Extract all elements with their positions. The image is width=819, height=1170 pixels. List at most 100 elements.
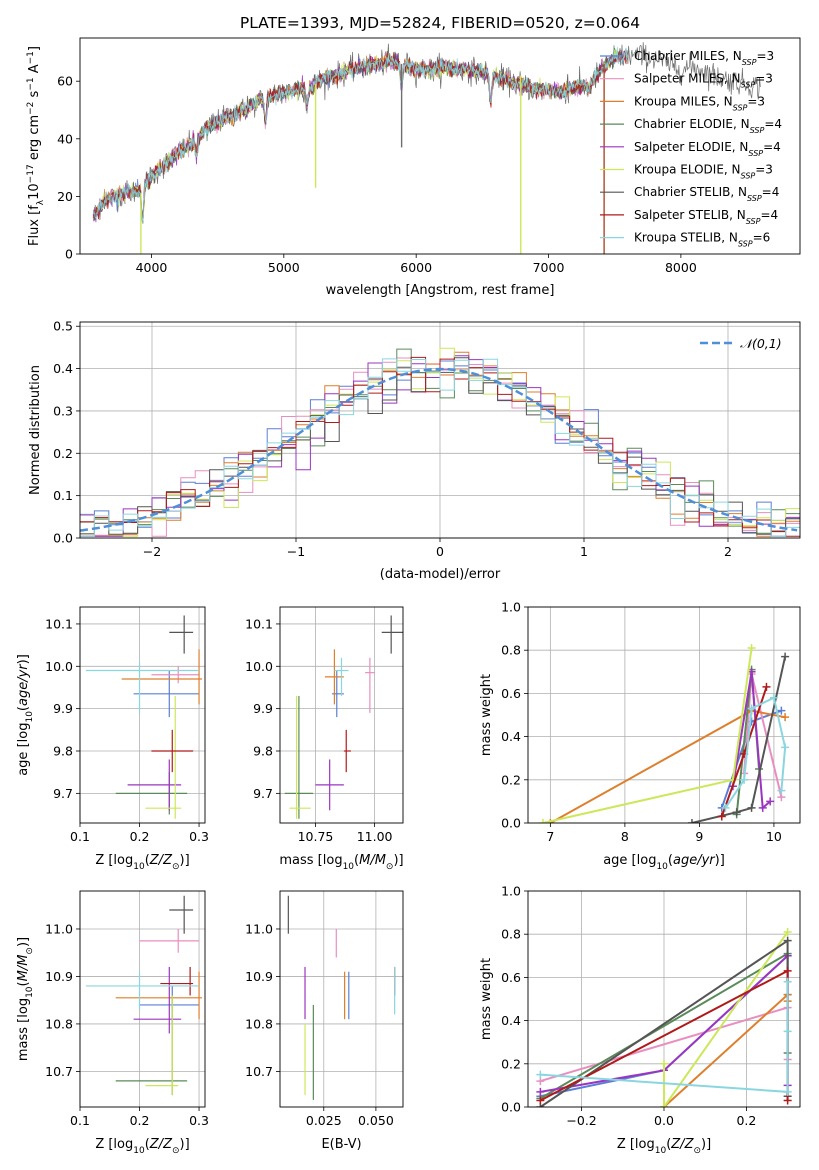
- x-tick-label: 8000: [665, 260, 697, 275]
- y-axis-label: mass [log10(M/M⊙)]: [16, 937, 35, 1061]
- y-tick-label: 0.0: [53, 531, 73, 546]
- x-axis-label: Z [log10(Z/Z⊙)]: [617, 1137, 711, 1156]
- axes-frame: [279, 606, 404, 824]
- y-tick-label: 0.0: [501, 1100, 521, 1115]
- y-tick-label: 10.0: [45, 659, 73, 674]
- legend-label-6: Chabrier STELIB, NSSP=4: [634, 185, 779, 203]
- weight-line-8: [540, 981, 789, 1093]
- weight-marker: [766, 797, 775, 806]
- errorbar-point-2: [115, 971, 203, 1020]
- y-tick-label: 11.0: [245, 921, 273, 936]
- legend-label-8: Kroupa STELIB, NSSP=6: [634, 231, 770, 249]
- model-spectrum-6: [92, 48, 629, 222]
- x-tick-label: 0: [436, 544, 444, 559]
- y-tick-label: 0: [65, 247, 73, 262]
- y-tick-label: 0.4: [501, 729, 521, 744]
- errorbar-point-6: [169, 895, 194, 934]
- axes-frame: [527, 890, 801, 1108]
- y-tick-label: 10.9: [245, 969, 273, 984]
- y-tick-label: 11.0: [45, 921, 73, 936]
- x-tick-label: −2: [143, 544, 161, 559]
- y-tick-label: 10.9: [45, 969, 73, 984]
- age-vs-mass-panel: 10.75 11.00 9.7 9.8 9.9 10.0 10.1 mass [log10(M…: [245, 606, 404, 872]
- errorbar-point-1: [365, 657, 375, 713]
- y-tick-label: 9.8: [53, 744, 73, 759]
- residual-histogram-8: [80, 358, 800, 537]
- weight-marker: [783, 936, 792, 945]
- model-spectrum-4: [92, 50, 629, 223]
- y-tick-label: 0.2: [501, 1056, 521, 1071]
- x-tick-label: 8: [621, 829, 629, 844]
- errorbar-point-4: [133, 966, 182, 1034]
- figure-title: PLATE=1393, MJD=52824, FIBERID=0520, z=0…: [240, 14, 640, 32]
- observed-spectrum: [92, 42, 761, 222]
- y-tick-label: 1.0: [501, 600, 521, 615]
- x-axis-label: Z [log10(Z/Z⊙)]: [95, 1137, 189, 1156]
- legend-label: 𝒩(0,1): [740, 336, 782, 351]
- y-tick-label: 10.0: [245, 659, 273, 674]
- y-tick-label: 40: [57, 131, 73, 146]
- errorbar-point-5: [145, 695, 182, 819]
- weight-marker: [660, 1059, 668, 1068]
- y-tick-label: 0.6: [501, 686, 521, 701]
- x-tick-label: 2: [724, 544, 732, 559]
- legend-label-4: Salpeter ELODIE, NSSP=4: [634, 140, 781, 158]
- axes-frame: [79, 321, 801, 539]
- legend: Chabrier MILES, NSSP=3 Salpeter MILES, NS…: [600, 49, 782, 248]
- weight-line-5: [542, 647, 753, 823]
- x-tick-label: 0.050: [358, 1113, 394, 1128]
- y-tick-label: 9.8: [253, 744, 273, 759]
- y-tick-label: 10.1: [45, 616, 73, 631]
- legend-label-7: Salpeter STELIB, NSSP=4: [634, 208, 778, 226]
- weight-line-5: [663, 931, 789, 1107]
- weight-marker: [781, 652, 790, 661]
- normal-reference-curve: [80, 367, 798, 532]
- y-tick-label: 10.1: [245, 616, 273, 631]
- x-tick-label: −1: [287, 544, 305, 559]
- age-vs-metallicity-panel: 0.1 0.2 0.3 9.7 9.8 9.9 10.0 10.1 Z [log10(Z/Z⊙)…: [16, 606, 209, 872]
- x-axis-label: Z [log10(Z/Z⊙)]: [95, 853, 189, 872]
- errorbar-point-2: [121, 649, 203, 705]
- y-tick-label: 10.8: [245, 1016, 273, 1031]
- errorbar-point-3: [284, 695, 314, 819]
- x-tick-label: 0.2: [130, 829, 150, 844]
- y-tick-label: 10.7: [45, 1064, 73, 1079]
- y-axis-label: Normed distribution: [28, 365, 43, 495]
- y-tick-label: 0.3: [53, 403, 73, 418]
- x-axis-label: age [log10(age/yr)]: [603, 853, 725, 872]
- y-tick-label: 0.2: [501, 772, 521, 787]
- x-axis-label: mass [log10(M/M⊙)]: [279, 853, 403, 872]
- x-tick-label: 0.2: [736, 1113, 756, 1128]
- weight-marker: [783, 928, 792, 937]
- x-axis-label: E(B-V): [321, 1137, 361, 1152]
- weight-marker: [660, 1103, 668, 1107]
- y-axis-label: mass weight: [479, 674, 494, 756]
- legend-label-2: Kroupa MILES, NSSP=3: [634, 94, 765, 112]
- model-spectrum-2: [93, 51, 628, 220]
- model-spectrum-7: [92, 50, 629, 220]
- weight-marker: [783, 977, 792, 986]
- errorbar-point-3: [115, 995, 188, 1096]
- weight-marker: [777, 786, 786, 795]
- weight-marker: [777, 706, 786, 715]
- y-tick-label: 9.7: [253, 786, 273, 801]
- weight-line-6: [691, 656, 787, 823]
- weight-marker: [536, 1096, 545, 1105]
- y-axis-label: Flux [fλ10−17 erg cm−2 s−1 A−1]: [26, 46, 46, 246]
- errorbar-point-6: [169, 615, 194, 654]
- axes-frame: [527, 606, 801, 824]
- y-axis-label: mass weight: [479, 958, 494, 1040]
- weight-marker: [747, 803, 756, 812]
- x-axis-label: (data-model)/error: [380, 567, 501, 582]
- weight-marker: [783, 1027, 792, 1036]
- weight-vs-metallicity-panel: −0.2 0.0 0.2 0.0 0.2 0.4 0.6 0.8 1.0 Z [log10(Z/Z…: [479, 884, 801, 1156]
- weight-marker: [536, 1070, 545, 1079]
- x-tick-label: 0.025: [306, 1113, 342, 1128]
- weight-marker: [538, 819, 547, 823]
- x-tick-label: 0.1: [70, 1113, 90, 1128]
- y-tick-label: 0.8: [501, 643, 521, 658]
- errorbar-point-5: [289, 695, 311, 819]
- model-spectrum-1: [92, 49, 629, 221]
- x-tick-label: 1: [580, 544, 588, 559]
